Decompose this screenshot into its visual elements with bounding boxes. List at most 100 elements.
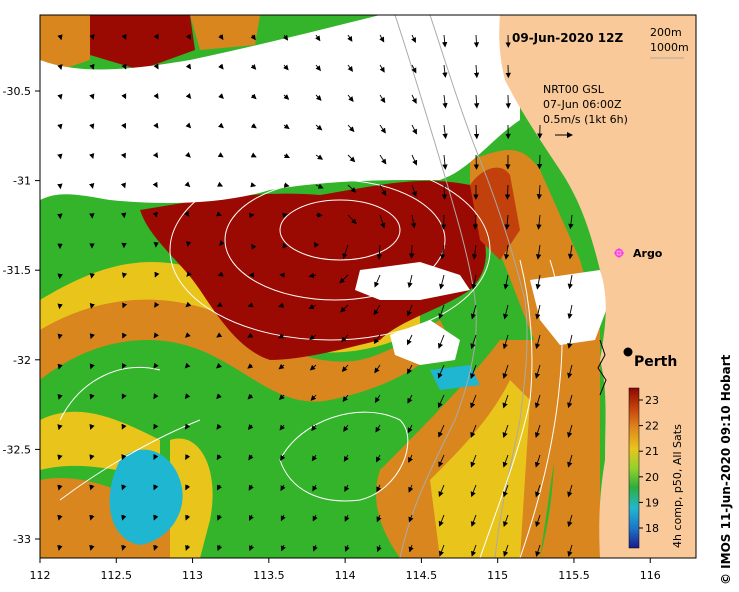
current-arrow	[218, 93, 224, 99]
current-arrow	[310, 394, 317, 401]
current-arrow	[315, 124, 323, 131]
current-arrow	[376, 544, 382, 553]
current-arrow	[437, 364, 445, 379]
current-arrow	[153, 514, 159, 521]
isobath-1000m	[394, 15, 477, 558]
current-arrow	[89, 454, 95, 461]
current-arrow	[567, 544, 573, 557]
cloud-mid-2	[390, 320, 460, 365]
current-arrow	[153, 484, 159, 491]
current-arrow	[247, 363, 254, 369]
current-arrow	[120, 152, 126, 159]
current-arrow	[218, 34, 224, 41]
current-arrow	[315, 154, 324, 160]
current-arrow	[437, 394, 445, 409]
current-arrow	[153, 423, 159, 430]
current-arrow	[470, 514, 477, 527]
current-arrow	[153, 544, 159, 551]
current-arrow	[121, 514, 127, 521]
x-tick-label: 112	[30, 569, 51, 582]
current-arrow	[248, 454, 254, 461]
current-arrow	[57, 183, 63, 190]
current-arrow	[309, 364, 317, 371]
current-arrow	[89, 363, 95, 370]
current-arrow	[504, 184, 511, 200]
current-arrow	[410, 214, 417, 229]
current-arrow	[153, 122, 159, 129]
current-arrow	[567, 514, 573, 528]
current-arrow	[439, 244, 446, 260]
current-arrow	[347, 64, 353, 72]
current-arrow	[89, 153, 95, 160]
current-arrow	[534, 364, 541, 379]
current-arrow	[247, 332, 254, 338]
current-arrow	[185, 152, 191, 158]
current-arrow	[567, 394, 573, 409]
current-arrow	[379, 94, 386, 104]
current-arrow	[250, 152, 257, 158]
current-arrow	[471, 544, 477, 557]
current-arrow	[185, 514, 191, 521]
current-arrow	[340, 304, 349, 313]
y-tick-label: -31.5	[3, 264, 31, 277]
current-arrow	[376, 244, 383, 260]
sst-cyan-patch	[109, 449, 183, 545]
current-arrow	[407, 394, 413, 404]
current-arrow	[184, 210, 190, 217]
current-arrow	[441, 34, 448, 48]
current-arrow	[283, 182, 290, 188]
current-arrow	[57, 484, 63, 491]
current-arrow	[344, 514, 350, 522]
current-arrow	[379, 214, 386, 229]
plot-frame	[39, 14, 697, 559]
current-arrow	[442, 94, 448, 109]
current-arrow	[278, 333, 285, 339]
sst-orange-north	[40, 15, 90, 70]
current-arrow	[442, 124, 448, 140]
current-arrow	[503, 274, 509, 290]
current-arrow	[89, 544, 95, 551]
current-arrow	[217, 181, 224, 187]
argo-marker	[614, 248, 624, 258]
current-arrow	[57, 544, 63, 551]
colorbar-tick-label: 20	[645, 471, 659, 484]
current-arrow	[216, 393, 222, 400]
current-arrow	[536, 184, 543, 200]
current-arrow	[89, 484, 95, 491]
current-arrow	[89, 333, 95, 340]
current-arrow	[347, 184, 357, 193]
current-arrow	[470, 424, 477, 438]
current-arrow	[470, 484, 477, 498]
current-arrow	[57, 454, 63, 461]
current-arrow	[250, 182, 257, 188]
current-arrow	[280, 544, 286, 552]
colorbar-ticks: 23 22 21 20 19 18	[639, 394, 659, 535]
perth-marker	[623, 347, 633, 357]
current-arrow	[567, 274, 573, 290]
current-arrow	[89, 182, 95, 189]
current-arrow	[379, 64, 385, 73]
current-arrow	[379, 124, 386, 134]
current-arrow	[279, 424, 286, 431]
current-arrow	[121, 93, 127, 100]
current-arrow	[439, 274, 445, 290]
current-arrow	[407, 274, 413, 289]
current-arrow	[309, 334, 317, 340]
current-arrow	[379, 154, 387, 165]
current-arrow	[185, 33, 191, 40]
current-arrow	[247, 424, 254, 431]
current-arrow	[376, 514, 382, 523]
current-arrow	[342, 244, 349, 260]
colorbar-tick-label: 22	[645, 420, 659, 433]
current-arrow	[567, 334, 573, 349]
current-arrow	[534, 454, 541, 468]
current-arrow	[441, 184, 448, 200]
current-arrow	[153, 362, 159, 369]
current-arrow	[312, 544, 318, 552]
current-arrow	[121, 33, 127, 40]
current-arrow	[342, 394, 349, 402]
current-arrow	[470, 364, 477, 379]
y-tick-label: -33	[13, 533, 31, 546]
current-arrow	[278, 363, 285, 370]
current-arrow	[282, 242, 288, 249]
